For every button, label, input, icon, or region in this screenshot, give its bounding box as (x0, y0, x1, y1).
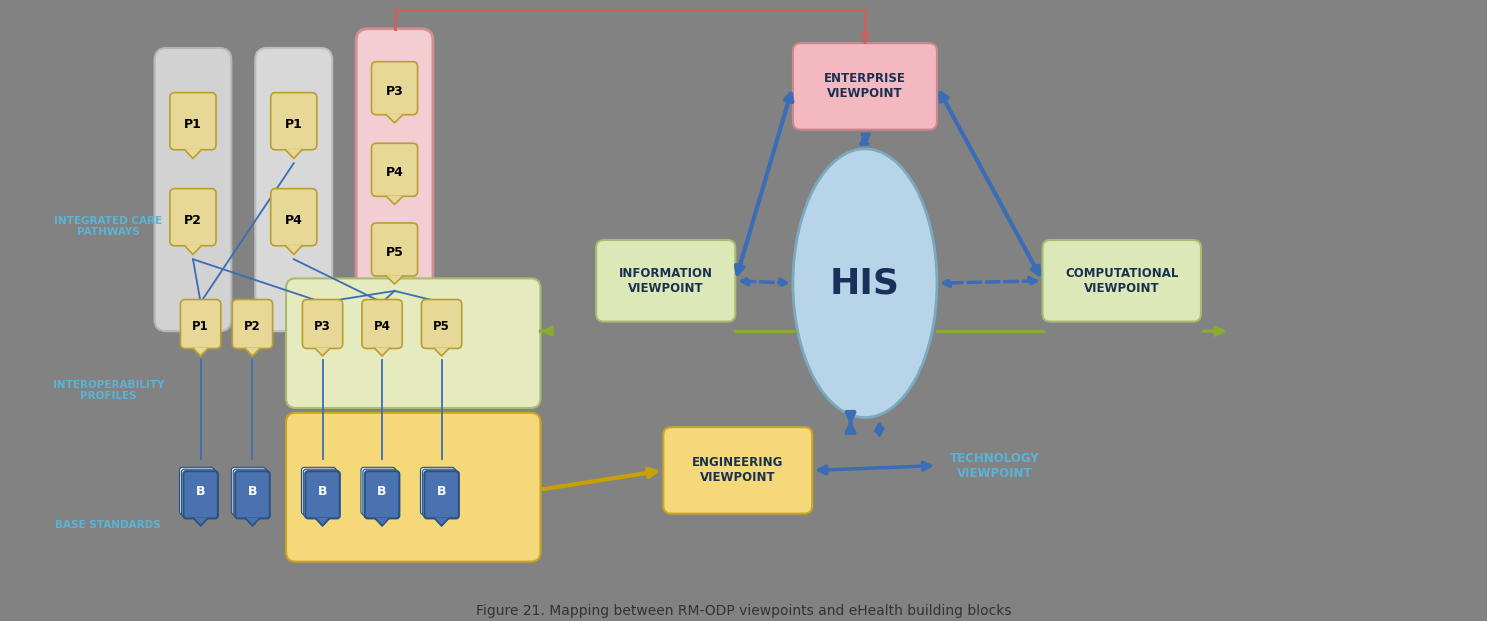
Polygon shape (286, 246, 302, 255)
Text: COMPUTATIONAL
VIEWPOINT: COMPUTATIONAL VIEWPOINT (1065, 267, 1178, 295)
Text: P4: P4 (385, 166, 403, 179)
Polygon shape (375, 348, 390, 356)
FancyBboxPatch shape (286, 278, 540, 408)
Text: INFORMATION
VIEWPOINT: INFORMATION VIEWPOINT (619, 267, 712, 295)
Text: B: B (196, 486, 205, 499)
FancyBboxPatch shape (424, 471, 459, 519)
FancyBboxPatch shape (364, 471, 400, 519)
FancyBboxPatch shape (363, 469, 397, 517)
Text: P4: P4 (286, 214, 303, 227)
Polygon shape (245, 348, 260, 356)
FancyBboxPatch shape (372, 223, 418, 276)
FancyBboxPatch shape (271, 189, 317, 246)
Text: P1: P1 (286, 118, 303, 131)
Polygon shape (245, 519, 259, 526)
Text: P2: P2 (184, 214, 202, 227)
Polygon shape (434, 348, 449, 356)
Polygon shape (387, 196, 403, 204)
FancyBboxPatch shape (180, 468, 214, 515)
Polygon shape (184, 246, 201, 255)
FancyBboxPatch shape (256, 48, 332, 331)
Polygon shape (184, 150, 201, 158)
Text: P5: P5 (385, 246, 403, 259)
Text: ENTERPRISE
VIEWPOINT: ENTERPRISE VIEWPOINT (824, 73, 906, 101)
Text: B: B (248, 486, 257, 499)
FancyBboxPatch shape (286, 413, 540, 561)
FancyBboxPatch shape (422, 469, 457, 517)
Text: P4: P4 (373, 320, 391, 333)
Text: P3: P3 (314, 320, 332, 333)
FancyBboxPatch shape (596, 240, 736, 322)
Polygon shape (193, 348, 208, 356)
Polygon shape (387, 276, 403, 284)
Text: P3: P3 (385, 84, 403, 97)
FancyBboxPatch shape (302, 299, 342, 348)
FancyBboxPatch shape (232, 299, 272, 348)
FancyBboxPatch shape (663, 427, 812, 514)
FancyBboxPatch shape (271, 93, 317, 150)
Polygon shape (315, 348, 330, 356)
Text: P1: P1 (184, 118, 202, 131)
Text: P5: P5 (433, 320, 451, 333)
FancyBboxPatch shape (233, 469, 268, 517)
FancyBboxPatch shape (170, 93, 216, 150)
Text: INTEROPERABILITY
PROFILES: INTEROPERABILITY PROFILES (52, 379, 164, 401)
FancyBboxPatch shape (235, 471, 269, 519)
FancyBboxPatch shape (155, 48, 232, 331)
Polygon shape (315, 519, 330, 526)
FancyBboxPatch shape (170, 189, 216, 246)
FancyBboxPatch shape (421, 299, 462, 348)
Text: B: B (378, 486, 387, 499)
FancyBboxPatch shape (303, 469, 338, 517)
FancyBboxPatch shape (361, 299, 401, 348)
Text: HIS: HIS (830, 266, 900, 300)
FancyBboxPatch shape (361, 468, 396, 515)
Text: P2: P2 (244, 320, 260, 333)
FancyBboxPatch shape (181, 469, 216, 517)
Polygon shape (434, 519, 449, 526)
FancyBboxPatch shape (357, 29, 433, 355)
Text: ENGINEERING
VIEWPOINT: ENGINEERING VIEWPOINT (691, 456, 784, 484)
FancyBboxPatch shape (183, 471, 219, 519)
Text: B: B (437, 486, 446, 499)
Text: BASE STANDARDS: BASE STANDARDS (55, 520, 161, 530)
Text: INTEGRATED CARE
PATHWAYS: INTEGRATED CARE PATHWAYS (54, 215, 162, 237)
Polygon shape (193, 519, 208, 526)
Text: P1: P1 (192, 320, 210, 333)
FancyBboxPatch shape (305, 471, 341, 519)
Text: Figure 21. Mapping between RM-ODP viewpoints and eHealth building blocks: Figure 21. Mapping between RM-ODP viewpo… (476, 604, 1011, 618)
FancyBboxPatch shape (793, 43, 937, 130)
Polygon shape (286, 150, 302, 158)
Text: TECHNOLOGY
VIEWPOINT: TECHNOLOGY VIEWPOINT (950, 451, 1039, 479)
FancyBboxPatch shape (180, 299, 220, 348)
Polygon shape (387, 115, 403, 123)
FancyBboxPatch shape (1042, 240, 1201, 322)
FancyBboxPatch shape (302, 468, 336, 515)
Ellipse shape (793, 149, 937, 417)
Text: B: B (318, 486, 327, 499)
FancyBboxPatch shape (421, 468, 455, 515)
Polygon shape (375, 519, 390, 526)
FancyBboxPatch shape (372, 61, 418, 115)
FancyBboxPatch shape (372, 143, 418, 196)
FancyBboxPatch shape (232, 468, 266, 515)
